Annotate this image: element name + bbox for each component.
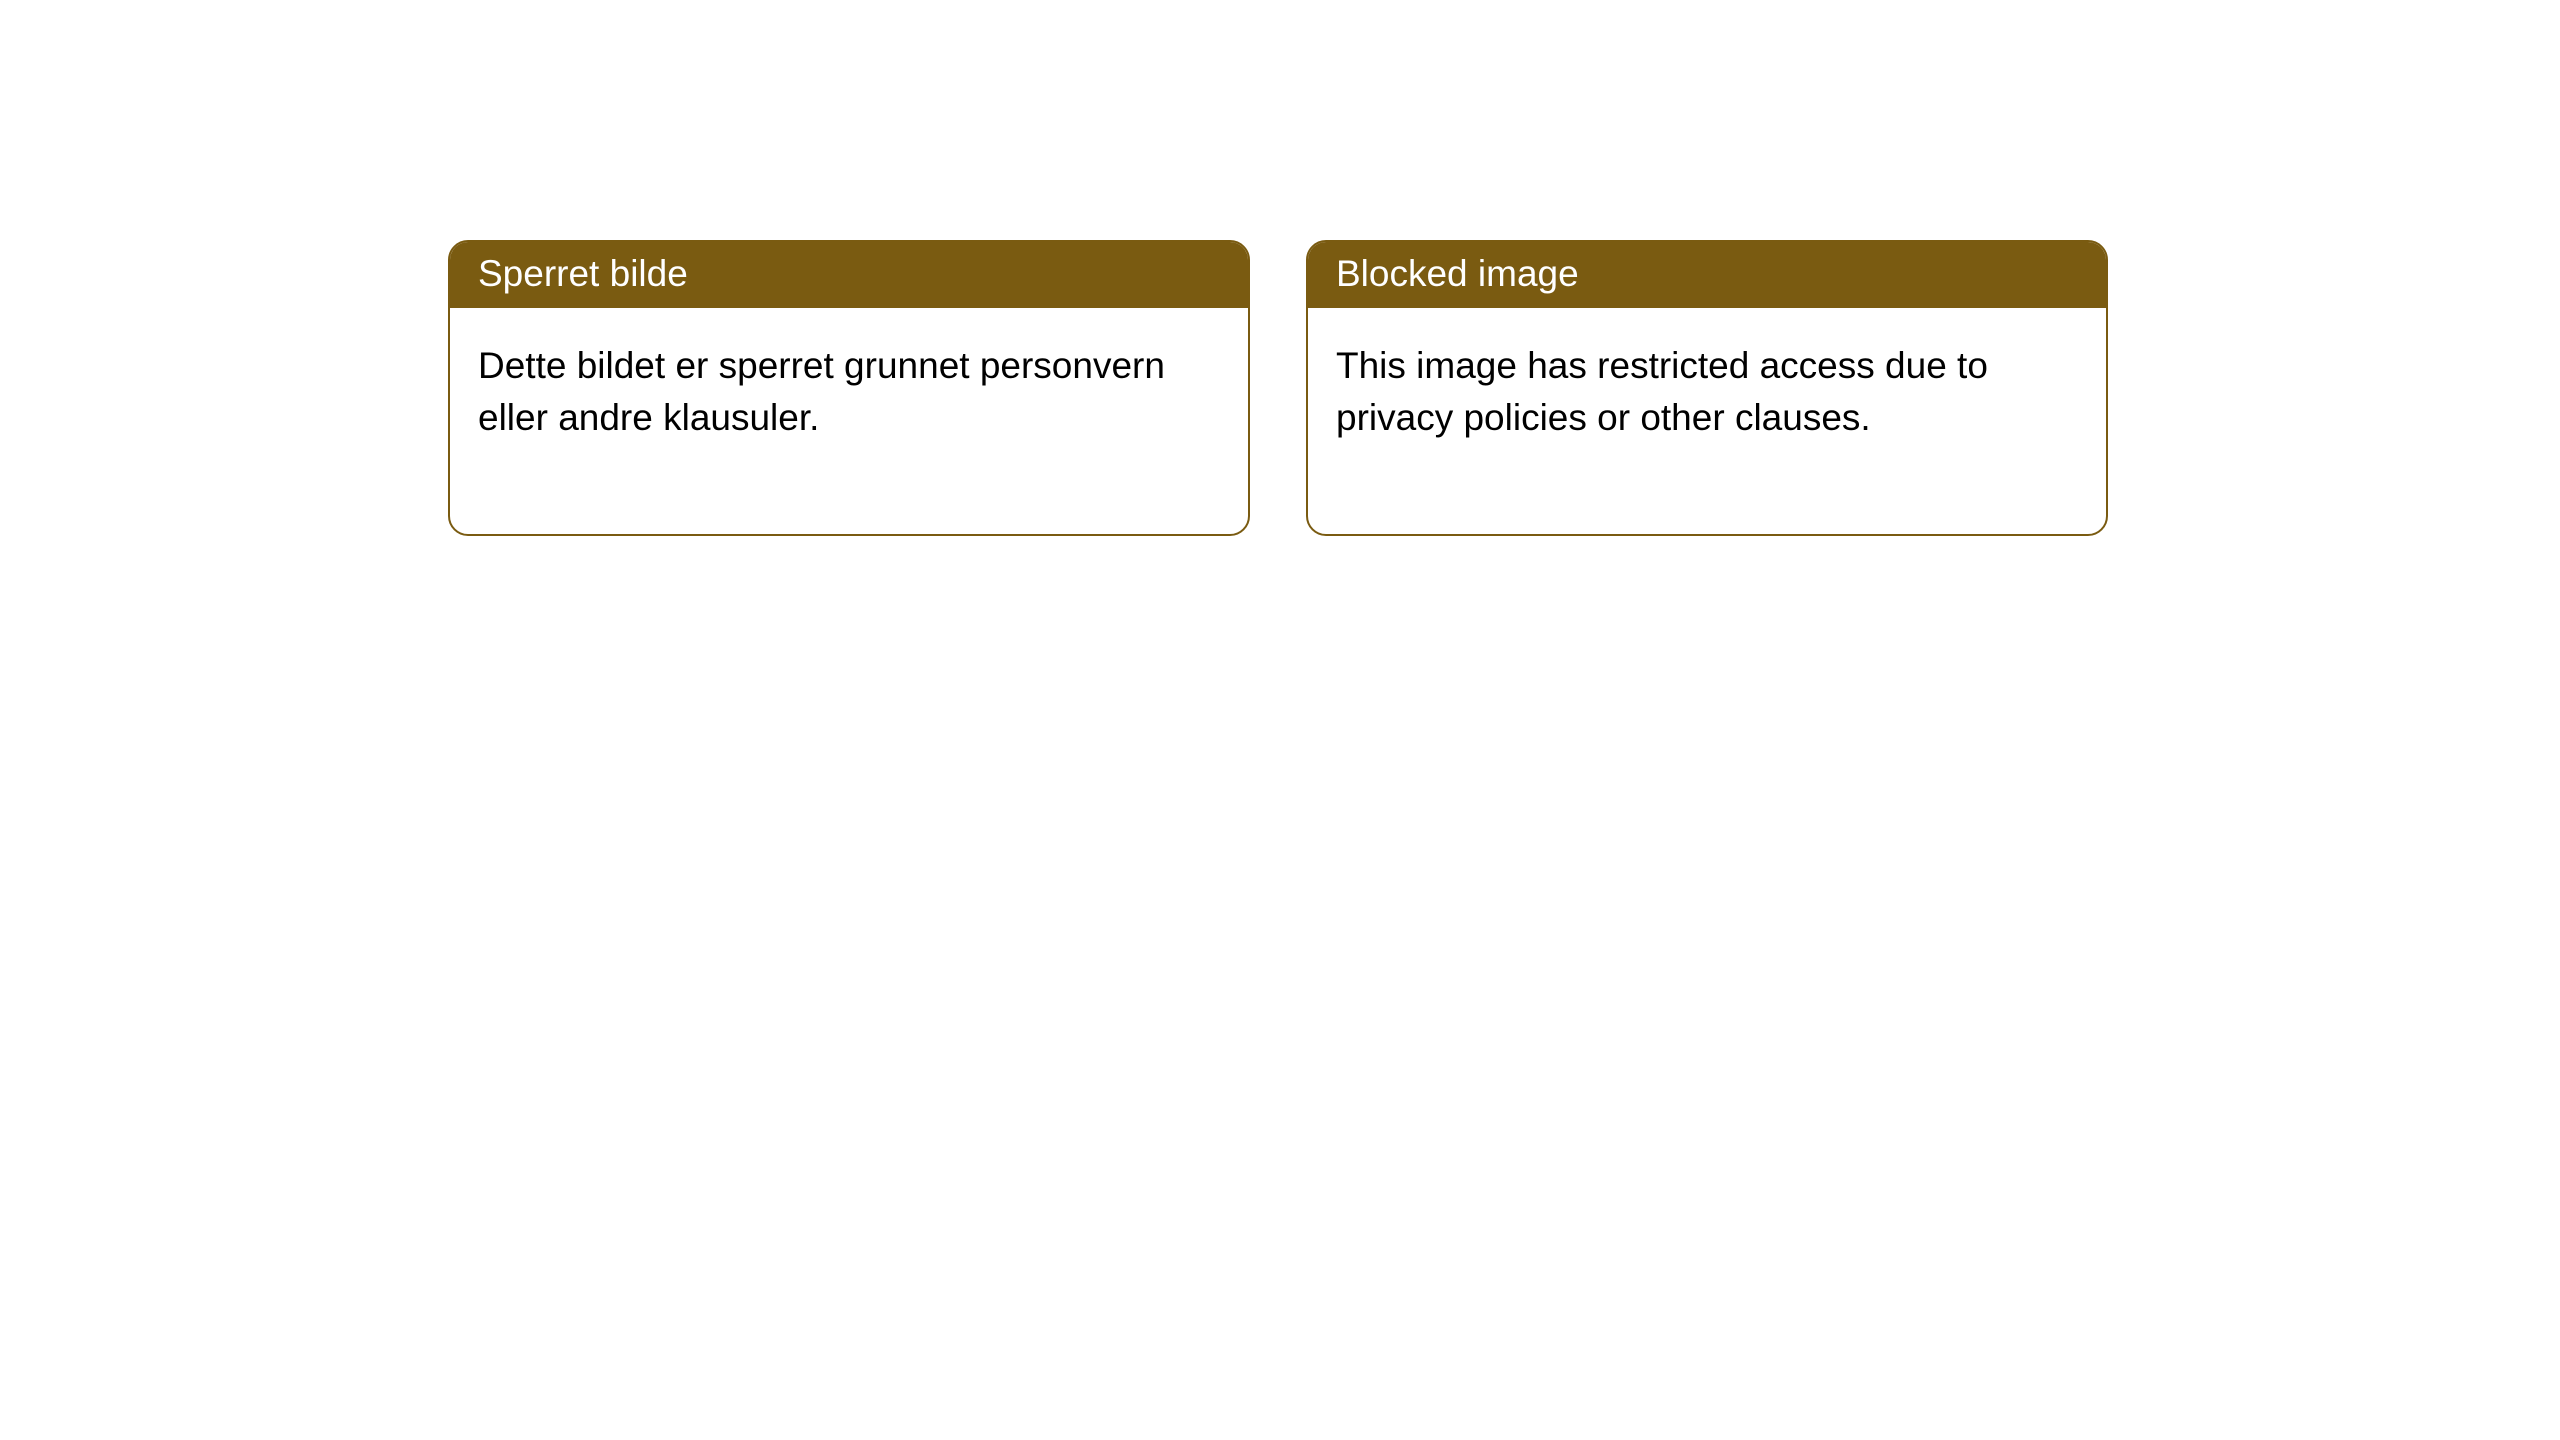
notice-card-english: Blocked image This image has restricted …	[1306, 240, 2108, 536]
notice-header: Blocked image	[1308, 242, 2106, 308]
notice-card-norwegian: Sperret bilde Dette bildet er sperret gr…	[448, 240, 1250, 536]
notice-header: Sperret bilde	[450, 242, 1248, 308]
notice-body: Dette bildet er sperret grunnet personve…	[450, 308, 1248, 534]
notice-container: Sperret bilde Dette bildet er sperret gr…	[0, 0, 2560, 536]
notice-body: This image has restricted access due to …	[1308, 308, 2106, 534]
